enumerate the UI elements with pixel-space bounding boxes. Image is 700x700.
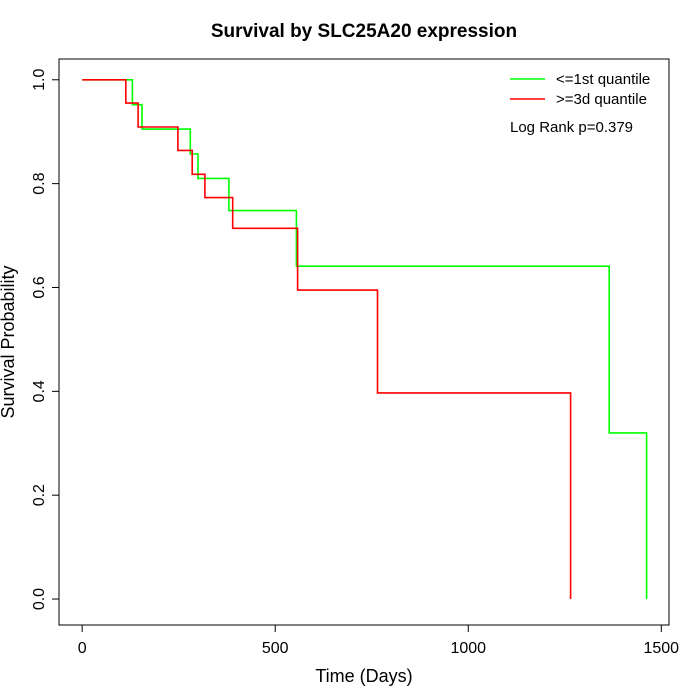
x-tick-label: 500	[262, 640, 289, 657]
y-axis: 0.0 0.2 0.4 0.6 0.8 1.0	[31, 69, 60, 610]
log-rank-annotation: Log Rank p=0.379	[510, 119, 633, 136]
series-layer	[82, 79, 648, 599]
legend-label-low: <=1st quantile	[556, 71, 650, 88]
y-tick-label: 0.6	[31, 276, 48, 298]
x-tick-label: 0	[78, 640, 87, 657]
y-tick-label: 0.4	[31, 380, 48, 402]
legend: <=1st quantile >=3d quantile	[510, 71, 650, 108]
x-axis-label: Time (Days)	[315, 666, 412, 686]
y-axis-label: Survival Probability	[0, 265, 18, 418]
x-tick-label: 1500	[643, 640, 679, 657]
survival-curve-high	[82, 79, 572, 599]
x-tick-label: 1000	[450, 640, 486, 657]
legend-label-high: >=3d quantile	[556, 91, 647, 108]
x-axis: 0 500 1000 1500	[78, 624, 679, 657]
y-tick-label: 0.2	[31, 484, 48, 506]
chart-title: Survival by SLC25A20 expression	[211, 21, 517, 42]
y-tick-label: 0.8	[31, 172, 48, 194]
y-tick-label: 1.0	[31, 69, 48, 91]
y-tick-label: 0.0	[31, 588, 48, 610]
